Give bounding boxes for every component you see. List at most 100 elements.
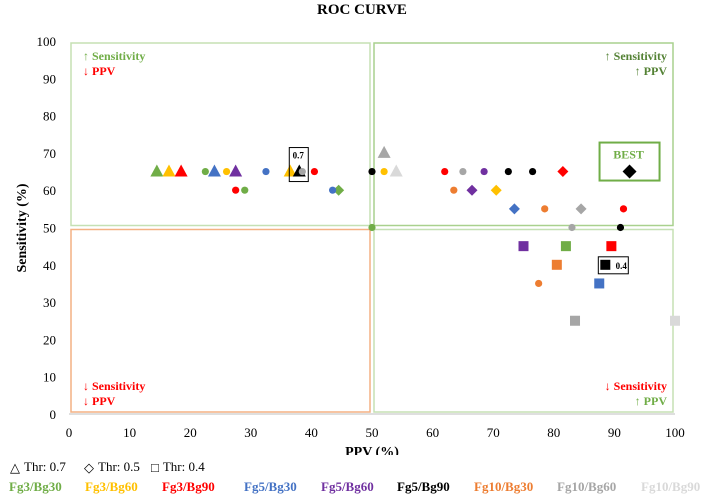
quadrant-label: ↑ Sensitivity [83, 49, 145, 63]
data-point-diamond [508, 203, 520, 215]
threshold-legend-item: □ Thr: 0.4 [151, 459, 205, 476]
y-tick-label: 10 [43, 370, 56, 385]
data-point-dot [528, 167, 537, 176]
data-point-dot [480, 167, 488, 176]
data-point-dot [329, 186, 337, 194]
data-point-square [606, 241, 617, 252]
data-point-square [551, 259, 562, 270]
quadrant-box-1 [70, 42, 371, 227]
data-point-dot [310, 167, 319, 176]
data-point-triangle [283, 164, 297, 177]
series-legend: Fg3/Bg30 Fg3/Bg60 Fg3/Bg90 Fg5/Bg30 Fg5/Bg60… [0, 479, 710, 499]
threshold-legend-label: Thr: 0.4 [162, 459, 205, 474]
y-tick-label: 90 [43, 71, 56, 86]
series-fg3-bg60 [162, 164, 502, 196]
data-point-dot [459, 167, 467, 176]
y-tick-label: 70 [43, 146, 56, 161]
data-point-triangle [207, 164, 221, 177]
data-point-dot [222, 167, 231, 176]
data-point-dot [568, 223, 576, 232]
x-tick-label: 10 [123, 425, 136, 440]
callout-label: 0.4 [616, 261, 628, 271]
data-point-diamond [466, 184, 478, 196]
x-tick-label: 90 [608, 425, 621, 440]
data-point-dot [441, 167, 449, 176]
data-point-square [670, 315, 680, 326]
data-point-square [518, 241, 529, 252]
quadrant-label: ↑ PPV [635, 64, 668, 78]
y-tick-label: 60 [43, 183, 56, 198]
data-point-triangle [162, 164, 176, 177]
x-tick-label: 80 [547, 425, 560, 440]
square-icon: □ [151, 460, 159, 475]
data-point-square [594, 278, 605, 289]
data-point-diamond [490, 184, 502, 196]
threshold-legend: △ Thr: 0.7 ◇ Thr: 0.5 □ Thr: 0.4 [0, 459, 710, 479]
threshold-legend-label: Thr: 0.7 [24, 459, 66, 474]
data-point-dot [298, 167, 306, 176]
quadrant-box-3 [70, 228, 371, 413]
x-tick-label: 100 [665, 425, 685, 440]
best-box [598, 141, 661, 182]
series-legend-item: Fg10/Bg90 [641, 479, 701, 494]
diamond-icon: ◇ [84, 460, 94, 475]
data-point-dot [535, 279, 543, 288]
y-tick-label: 0 [50, 407, 57, 422]
triangle-icon: △ [10, 460, 20, 475]
y-tick-label: 20 [43, 332, 56, 347]
series-legend-item: Fg5/Bg90 [397, 479, 450, 494]
data-point-dot [201, 167, 209, 176]
series-legend-item: Fg5/Bg60 [321, 479, 374, 494]
y-tick-label: 50 [43, 221, 56, 236]
series-legend-item: Fg3/Bg30 [9, 479, 62, 494]
data-point-dot [450, 186, 458, 194]
x-tick-label: 40 [305, 425, 318, 440]
quadrant-layer: ↑ Sensitivity↓ PPV↑ Sensitivity↑ PPV↓ Se… [70, 42, 674, 413]
threshold-legend-item: ◇ Thr: 0.5 [84, 459, 140, 476]
data-point-dot [541, 205, 549, 213]
data-point-square [570, 315, 581, 326]
series-legend-item: Fg3/Bg60 [85, 479, 138, 494]
data-point-triangle [389, 164, 403, 177]
data-point-triangle [229, 164, 243, 177]
quadrant-label: ↓ PPV [83, 64, 116, 78]
data-point-square [560, 241, 571, 252]
data-point-dot [368, 167, 376, 176]
x-tick-label: 70 [487, 425, 500, 440]
series-legend-item: Fg10/Bg60 [557, 479, 617, 494]
x-tick-label: 20 [184, 425, 197, 440]
data-point-dot [368, 223, 376, 232]
axes: 0 10 20 30 40 50 60 70 80 90 100 0 10 20 30 40 50 60 70 80 9… [37, 34, 685, 440]
data-point-dot [616, 223, 625, 232]
data-point-triangle [150, 164, 164, 177]
data-points [150, 145, 680, 326]
annotations: BEST 0.7 0.4 [288, 147, 644, 275]
data-point-diamond [622, 164, 637, 179]
quadrant-label: ↑ Sensitivity [605, 49, 667, 63]
data-point-square [600, 259, 611, 270]
data-point-diamond [575, 203, 587, 215]
quadrant-label: ↑ PPV [635, 394, 668, 408]
y-tick-label: 40 [43, 258, 56, 273]
series-fg3-bg90 [174, 164, 628, 252]
data-point-triangle [174, 164, 188, 177]
quadrant-label: ↓ Sensitivity [605, 379, 667, 393]
data-point-dot [504, 167, 512, 176]
x-tick-label: 0 [66, 425, 73, 440]
quadrant-label: ↓ Sensitivity [83, 379, 145, 393]
data-point-dot [262, 167, 270, 176]
data-point-triangle [377, 145, 391, 158]
quadrant-label: ↓ PPV [83, 394, 116, 408]
threshold-legend-item: △ Thr: 0.7 [10, 459, 66, 476]
series-fg5-bg90 [292, 164, 637, 270]
series-fg5-bg60 [229, 164, 529, 252]
roc-chart: ROC CURVE ↑ Sensitivity↓ PPV↑ Sensitivit… [15, 2, 685, 455]
series-fg3-bg30 [150, 164, 571, 252]
chart-title: ROC CURVE [317, 2, 407, 18]
data-point-diamond [333, 184, 345, 196]
series-legend-item: Fg5/Bg30 [244, 479, 297, 494]
data-point-diamond [557, 166, 569, 178]
series-fg10-bg90 [389, 164, 680, 326]
series-legend-item: Fg10/Bg30 [474, 479, 534, 494]
threshold-legend-label: Thr: 0.5 [98, 459, 140, 474]
